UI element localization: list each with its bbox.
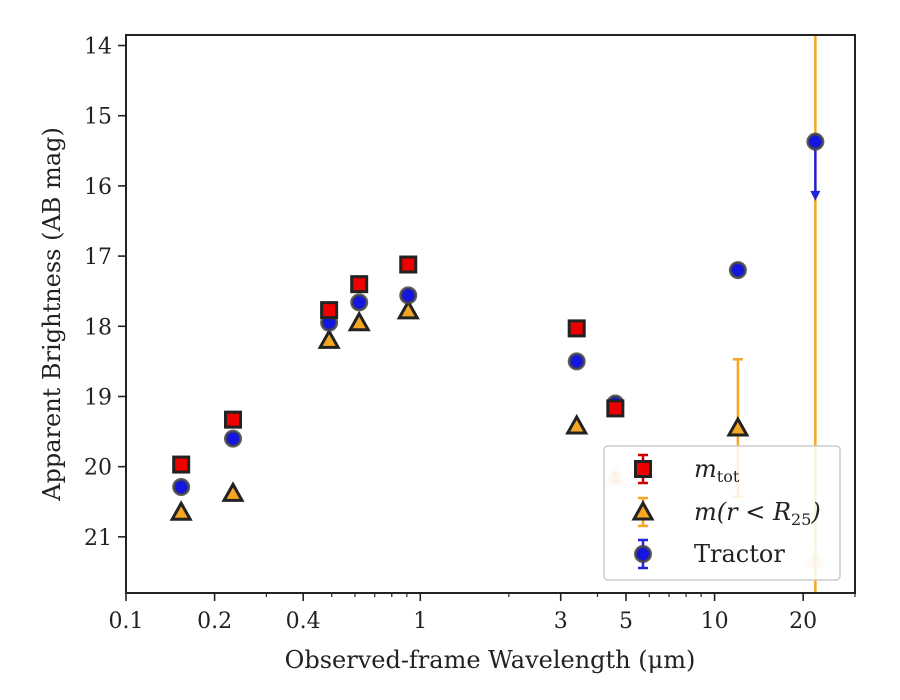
- mr25-point: [726, 415, 750, 437]
- legend-circle-marker: [634, 545, 652, 563]
- y-tick-label: 18: [84, 315, 112, 340]
- y-tick-label: 20: [84, 456, 112, 481]
- plot-frame: [125, 34, 856, 594]
- x-tick-label: 0.4: [286, 609, 321, 634]
- tractor-point: [172, 478, 191, 497]
- tractor-point: [224, 429, 243, 448]
- y-tick-label: 19: [84, 385, 112, 410]
- legend-label: Tractor: [694, 540, 785, 568]
- legend-box: [603, 445, 841, 581]
- mtot-point: [172, 455, 191, 474]
- x-tick-label: 20: [789, 609, 817, 634]
- y-tick-label: 14: [84, 35, 112, 60]
- x-tick-label: 1: [413, 609, 427, 634]
- mtot-point: [350, 275, 369, 294]
- y-tick-label: 15: [84, 105, 112, 130]
- tractor-point: [728, 261, 747, 280]
- legend-square-marker: [634, 460, 652, 478]
- y-tick-label: 17: [84, 245, 112, 270]
- mr25-point: [347, 310, 371, 332]
- mr25-point: [221, 481, 245, 502]
- axis-ticks: 0.1 0.2 0.4 1 3 5 10 20 14 15 16 17 18 19 20 21: [84, 35, 856, 634]
- mr25-point: [565, 413, 589, 435]
- legend-triangle-marker: [631, 499, 655, 521]
- mtot-point: [606, 399, 625, 418]
- x-tick-label: 0.1: [109, 609, 144, 634]
- mr25-point: [169, 500, 193, 521]
- mtot-point: [567, 319, 586, 338]
- y-axis-title: Apparent Brightness (AB mag): [38, 127, 66, 502]
- x-tick-label: 5: [619, 609, 633, 634]
- x-tick-label: 0.2: [197, 609, 232, 634]
- tractor-point: [350, 293, 369, 312]
- tractor-point: [806, 132, 825, 151]
- legend-label: m(r < R25): [694, 498, 821, 529]
- mr25-point: [396, 298, 420, 320]
- x-axis-title: Observed-frame Wavelength (μm): [285, 646, 696, 674]
- legend-label: mtot: [694, 455, 740, 486]
- tractor-point: [567, 352, 586, 371]
- x-tick-label: 3: [554, 609, 568, 634]
- mr25-point: [317, 328, 341, 349]
- tractor-point: [399, 286, 418, 305]
- mtot-point: [399, 255, 418, 274]
- mtot-point: [320, 301, 339, 320]
- legend: mtot m(r < R25) Tractor: [603, 445, 841, 581]
- mtot-point: [224, 410, 243, 429]
- upper-limit-arrow: [810, 190, 821, 201]
- y-tick-label: 21: [84, 526, 112, 551]
- x-tick-label: 10: [701, 609, 729, 634]
- y-tick-label: 16: [84, 175, 112, 200]
